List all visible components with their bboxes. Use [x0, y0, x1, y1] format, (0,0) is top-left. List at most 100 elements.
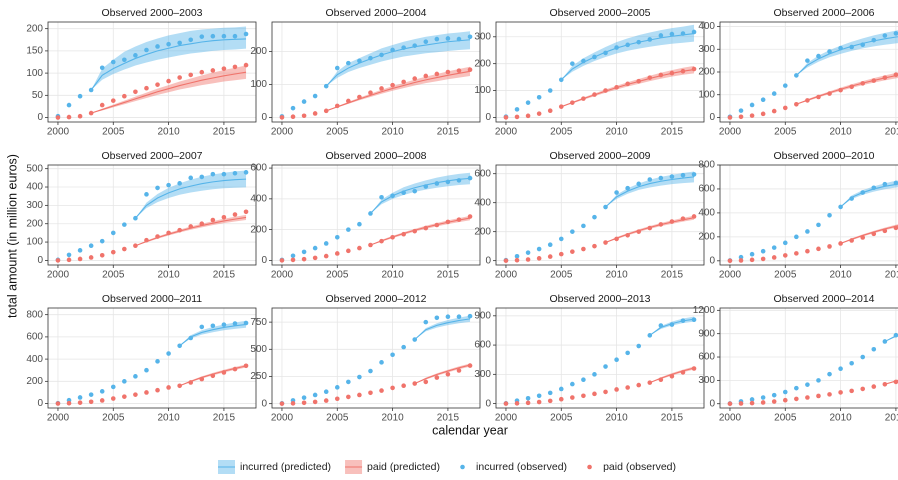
data-point: [88, 243, 94, 249]
data-point: [122, 93, 127, 99]
data-point: [614, 387, 619, 392]
data-point: [166, 182, 171, 188]
data-point: [647, 225, 653, 231]
data-point: [312, 245, 318, 251]
data-point: [893, 180, 898, 186]
data-point: [514, 401, 520, 406]
data-point: [243, 62, 249, 68]
data-point: [357, 58, 362, 64]
data-point: [760, 248, 766, 254]
data-point: [243, 320, 249, 326]
data-point: [188, 335, 194, 341]
data-point: [816, 246, 821, 252]
x-tick-label: 2015: [885, 127, 898, 138]
data-point: [738, 401, 744, 406]
x-tick-label: 2000: [719, 127, 742, 138]
panel-title: Observed 2000–2005: [550, 7, 651, 19]
data-point: [782, 83, 788, 88]
y-tick-label: 400: [474, 197, 491, 208]
data-point: [279, 258, 285, 263]
data-point: [467, 214, 473, 219]
data-point: [66, 252, 72, 258]
x-tick-label: 2000: [271, 127, 294, 138]
data-point: [760, 395, 766, 400]
data-point: [849, 44, 854, 50]
data-point: [99, 389, 105, 394]
y-axis-label: total amount (in million euros): [5, 154, 19, 318]
x-tick-label: 2005: [326, 127, 349, 138]
prediction-line: [325, 39, 471, 87]
data-point: [691, 29, 697, 35]
x-tick-label: 2015: [661, 270, 684, 281]
x-tick-label: 2015: [213, 413, 236, 424]
y-tick-label: 600: [26, 332, 43, 343]
data-point: [514, 257, 520, 263]
data-point: [445, 179, 451, 185]
panel-title: Observed 2000–2004: [326, 7, 427, 19]
y-tick-label: 400: [698, 208, 715, 219]
data-point: [614, 45, 619, 50]
data-point: [805, 58, 810, 63]
y-tick-label: 200: [26, 376, 43, 387]
data-point: [301, 400, 307, 406]
data-point: [166, 41, 171, 47]
data-point: [456, 217, 462, 222]
data-point: [357, 374, 362, 380]
y-tick-label: 200: [26, 218, 43, 229]
data-point: [771, 255, 777, 260]
y-tick-label: 200: [698, 231, 715, 242]
data-point: [570, 249, 575, 254]
data-point: [827, 212, 832, 218]
data-point: [570, 395, 575, 400]
data-point: [232, 33, 238, 39]
panel-border: [495, 21, 705, 123]
data-point: [871, 231, 877, 237]
data-point: [401, 79, 406, 85]
y-tick-label: 0: [485, 112, 491, 123]
data-point: [301, 113, 307, 119]
data-point: [210, 323, 216, 329]
data-point: [738, 114, 744, 120]
data-point: [290, 114, 296, 120]
panel-title: Observed 2000–2013: [550, 293, 651, 305]
data-point: [893, 72, 898, 78]
data-point: [794, 73, 799, 78]
data-point: [592, 214, 597, 220]
data-point: [680, 172, 686, 178]
data-point: [816, 378, 821, 383]
data-point: [334, 396, 340, 402]
data-point: [133, 374, 138, 379]
y-tick-label: 100: [474, 85, 491, 96]
x-tick-label: 2015: [885, 270, 898, 281]
data-point: [133, 392, 138, 397]
data-point: [536, 399, 542, 405]
data-point: [570, 61, 575, 66]
y-tick-label: 300: [698, 375, 715, 386]
data-point: [110, 384, 116, 390]
data-point: [445, 219, 451, 225]
data-point: [210, 171, 216, 177]
data-point: [188, 37, 194, 43]
panel-title: Observed 2000–2010: [774, 150, 875, 162]
panel-title: Observed 2000–2003: [102, 7, 203, 19]
data-point: [99, 65, 105, 71]
data-point: [166, 351, 171, 356]
data-point: [357, 392, 362, 398]
data-point: [816, 53, 821, 59]
panel-border: [719, 21, 898, 123]
data-point: [558, 77, 564, 83]
data-point: [893, 225, 898, 231]
data-point: [782, 253, 788, 258]
data-point: [357, 221, 362, 227]
data-point: [467, 313, 473, 319]
data-point: [155, 44, 160, 49]
data-point: [603, 364, 608, 369]
data-point: [77, 93, 83, 99]
data-point: [603, 389, 608, 395]
data-point: [334, 385, 340, 390]
data-point: [99, 102, 105, 108]
data-point: [221, 66, 227, 71]
data-point: [232, 366, 238, 372]
data-point: [658, 175, 664, 181]
legend-label: incurred (predicted): [240, 461, 331, 473]
